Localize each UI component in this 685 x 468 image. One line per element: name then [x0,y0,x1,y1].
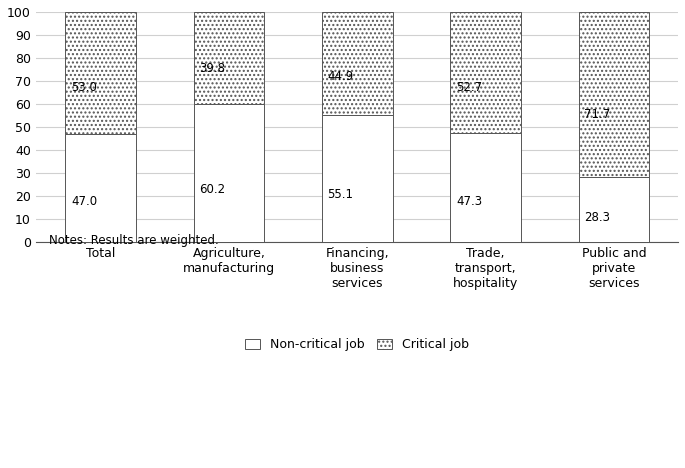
Bar [65,12,136,134]
Text: 44.9: 44.9 [327,70,354,83]
Bar [450,133,521,242]
Text: 53.0: 53.0 [71,81,97,94]
Text: 39.8: 39.8 [199,62,225,75]
Bar [194,104,264,242]
Bar [579,12,649,177]
Bar [450,12,521,133]
Text: Notes: Results are weighted.: Notes: Results are weighted. [49,234,219,247]
Bar [322,12,393,116]
Text: 60.2: 60.2 [199,183,225,196]
Text: 28.3: 28.3 [584,211,610,224]
Bar [579,177,649,242]
Bar [194,12,264,104]
Bar [322,116,393,242]
Text: 71.7: 71.7 [584,108,610,121]
Bar [65,134,136,242]
Text: 55.1: 55.1 [327,188,353,201]
Text: 47.0: 47.0 [71,195,97,208]
Text: 47.3: 47.3 [456,195,482,207]
Legend: Non-critical job, Critical job: Non-critical job, Critical job [240,333,474,356]
Text: 52.7: 52.7 [456,81,482,94]
